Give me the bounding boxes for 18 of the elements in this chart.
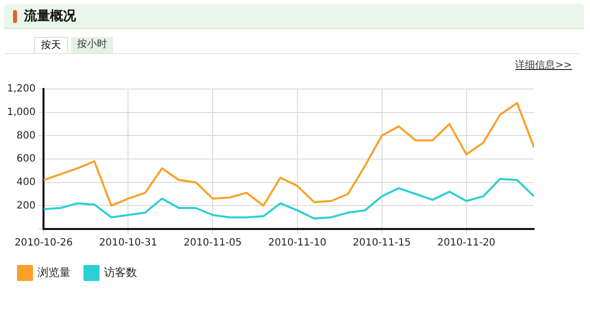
chart-title: 流量概况 — [24, 8, 76, 25]
legend-label: 浏览量 — [38, 266, 70, 279]
text: 详细信息>> — [515, 58, 572, 72]
x-tick-label: 2010-11-05 — [184, 238, 242, 249]
x-tick-label: 2010-11-10 — [268, 238, 326, 249]
x-tick-label: 2010-11-20 — [437, 238, 496, 249]
y-tick-label: 600 — [16, 154, 36, 165]
y-tick-label: 1,200 — [6, 84, 36, 95]
text: 按天 — [34, 37, 68, 54]
x-tick-label: 2010-11-15 — [352, 238, 411, 249]
y-tick-label: 200 — [16, 200, 36, 212]
legend-label: 访客数 — [104, 266, 137, 279]
text: 按小时 — [71, 37, 113, 53]
x-tick-label: 2010-10-26 — [14, 238, 73, 249]
y-tick-label: 1,000 — [6, 106, 36, 118]
y-tick-label: 400 — [16, 176, 36, 188]
y-tick-label: 800 — [16, 130, 36, 142]
x-tick-label: 2010-10-31 — [99, 238, 158, 249]
